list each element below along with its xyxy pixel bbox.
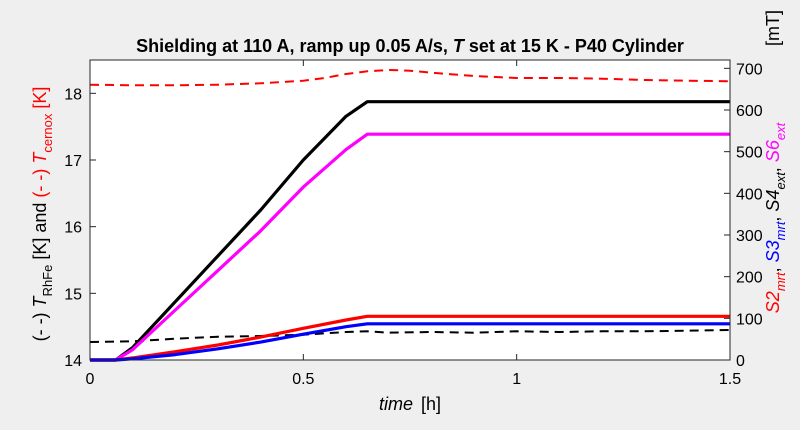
axis-label-part: , (763, 262, 783, 272)
axis-label-part: S6 (763, 139, 783, 162)
right-axis-label: S2mrt, S3mrt, S4ext, S6ext (763, 121, 788, 313)
axis-label-part: T (30, 294, 50, 307)
axis-label-part: RhFe (40, 265, 55, 297)
right-y-tick-label: 0 (736, 353, 745, 370)
right-axis-unit-label: [mT] (763, 10, 783, 46)
plot-area (90, 60, 730, 360)
left-y-tick-label: 18 (64, 86, 82, 103)
series-line-3 (90, 132, 730, 362)
series-layer (89, 69, 731, 362)
x-tick-label: 1.5 (719, 371, 741, 388)
left-y-tick-label: 17 (64, 153, 82, 170)
axis-label-part: , (763, 212, 783, 222)
axis-label-part: [K] (30, 87, 50, 114)
tick-layer: 0 0.5 1 1.5 14 15 16 17 18 0 100 200 300 400 500 600 700 (64, 60, 763, 388)
left-y-tick-label: 16 (64, 220, 82, 237)
left-y-tick-label: 14 (64, 353, 82, 370)
x-tick-label: 1 (512, 371, 521, 388)
left-y-tick-label: 15 (64, 286, 82, 303)
chart-title: Shielding at 110 A, ramp up 0.05 A/s, T … (136, 36, 684, 56)
right-y-tick-label: 400 (736, 186, 763, 203)
left-axis-label: (- -) TRhFe [K] and (- -) Tcernox [K] (30, 87, 55, 342)
axis-label-part: (- -) (30, 307, 50, 341)
right-y-tick-label: 600 (736, 103, 763, 120)
axis-label-part: , (763, 162, 783, 172)
right-y-tick-label: 500 (736, 145, 763, 162)
right-y-tick-label: 100 (736, 311, 763, 328)
plot-frame (89, 59, 731, 361)
axis-label-part: cernox (40, 113, 55, 153)
axis-label-part: ext (773, 171, 788, 190)
series-line-0 (89, 69, 731, 87)
right-y-tick-label: 300 (736, 228, 763, 245)
series-line-5 (90, 322, 730, 362)
right-y-tick-label: 200 (736, 270, 763, 287)
axis-label-part: S2 (763, 291, 783, 313)
axis-label-part: [K] and (30, 198, 50, 265)
axis-label-part: ext (773, 121, 788, 140)
axis-label-part: mrt (773, 271, 788, 291)
axis-label-part: T (30, 151, 50, 164)
axis-label-part: S3 (763, 240, 783, 262)
axis-label-part: mrt (773, 220, 788, 240)
axis-label-part: S4 (763, 190, 783, 212)
right-y-tick-label: 700 (736, 61, 763, 78)
series-line-1 (89, 329, 731, 343)
x-tick-label: 0 (86, 371, 95, 388)
axis-label-part: (- -) (30, 164, 50, 198)
x-axis-label: time [h] (379, 394, 441, 414)
x-tick-label: 0.5 (292, 371, 314, 388)
